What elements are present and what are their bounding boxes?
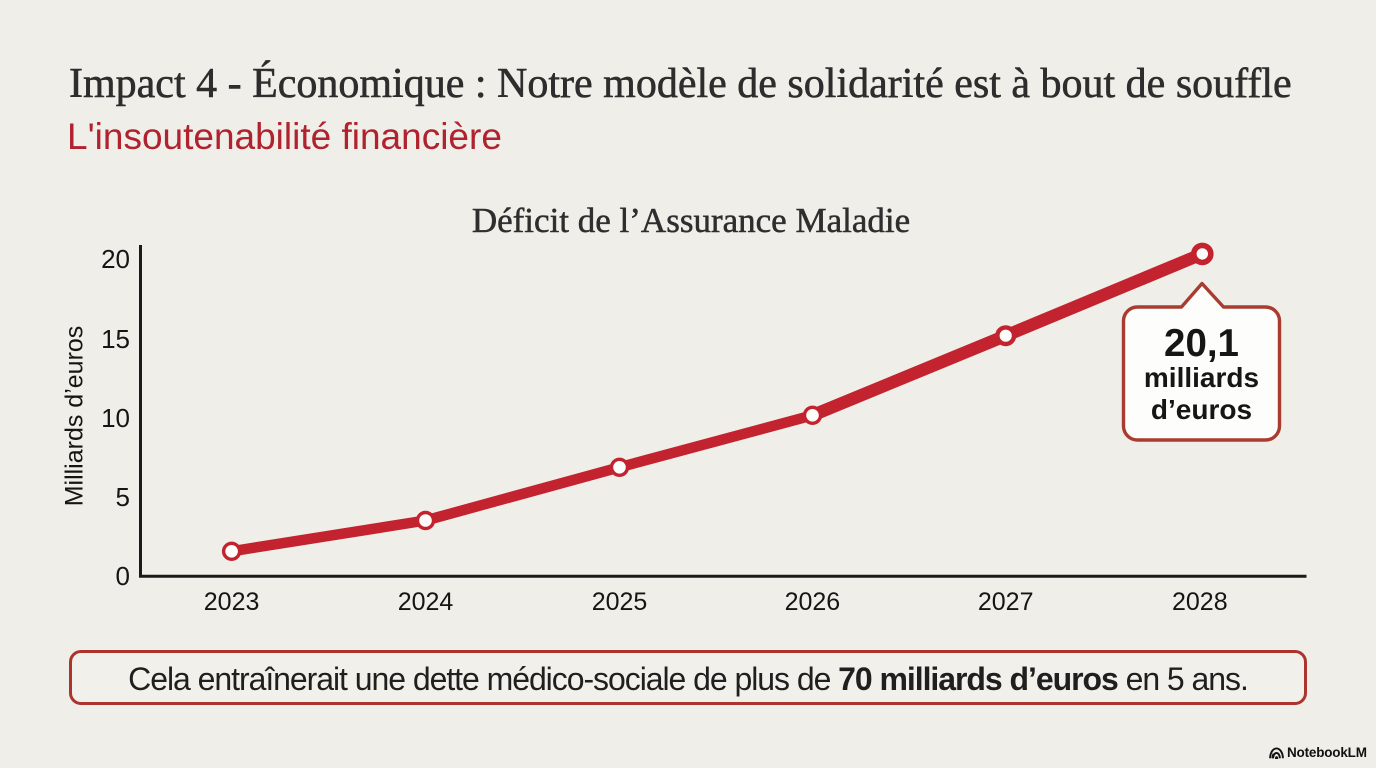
svg-text:2026: 2026 xyxy=(785,588,841,616)
svg-text:milliards: milliards xyxy=(1144,362,1259,393)
svg-text:20,1: 20,1 xyxy=(1164,322,1239,365)
svg-text:15: 15 xyxy=(101,324,130,354)
svg-text:Déficit de l’Assurance Maladie: Déficit de l’Assurance Maladie xyxy=(472,201,910,240)
svg-text:2025: 2025 xyxy=(592,588,648,616)
svg-text:2027: 2027 xyxy=(978,588,1034,616)
svg-text:2023: 2023 xyxy=(204,588,260,616)
svg-text:20: 20 xyxy=(101,244,130,274)
svg-text:10: 10 xyxy=(101,403,130,433)
svg-text:Milliards d’euros: Milliards d’euros xyxy=(61,326,89,507)
svg-text:0: 0 xyxy=(116,561,130,591)
svg-text:2028: 2028 xyxy=(1172,588,1228,616)
svg-text:5: 5 xyxy=(116,482,130,512)
svg-text:2024: 2024 xyxy=(398,588,454,616)
svg-text:d’euros: d’euros xyxy=(1151,394,1252,425)
